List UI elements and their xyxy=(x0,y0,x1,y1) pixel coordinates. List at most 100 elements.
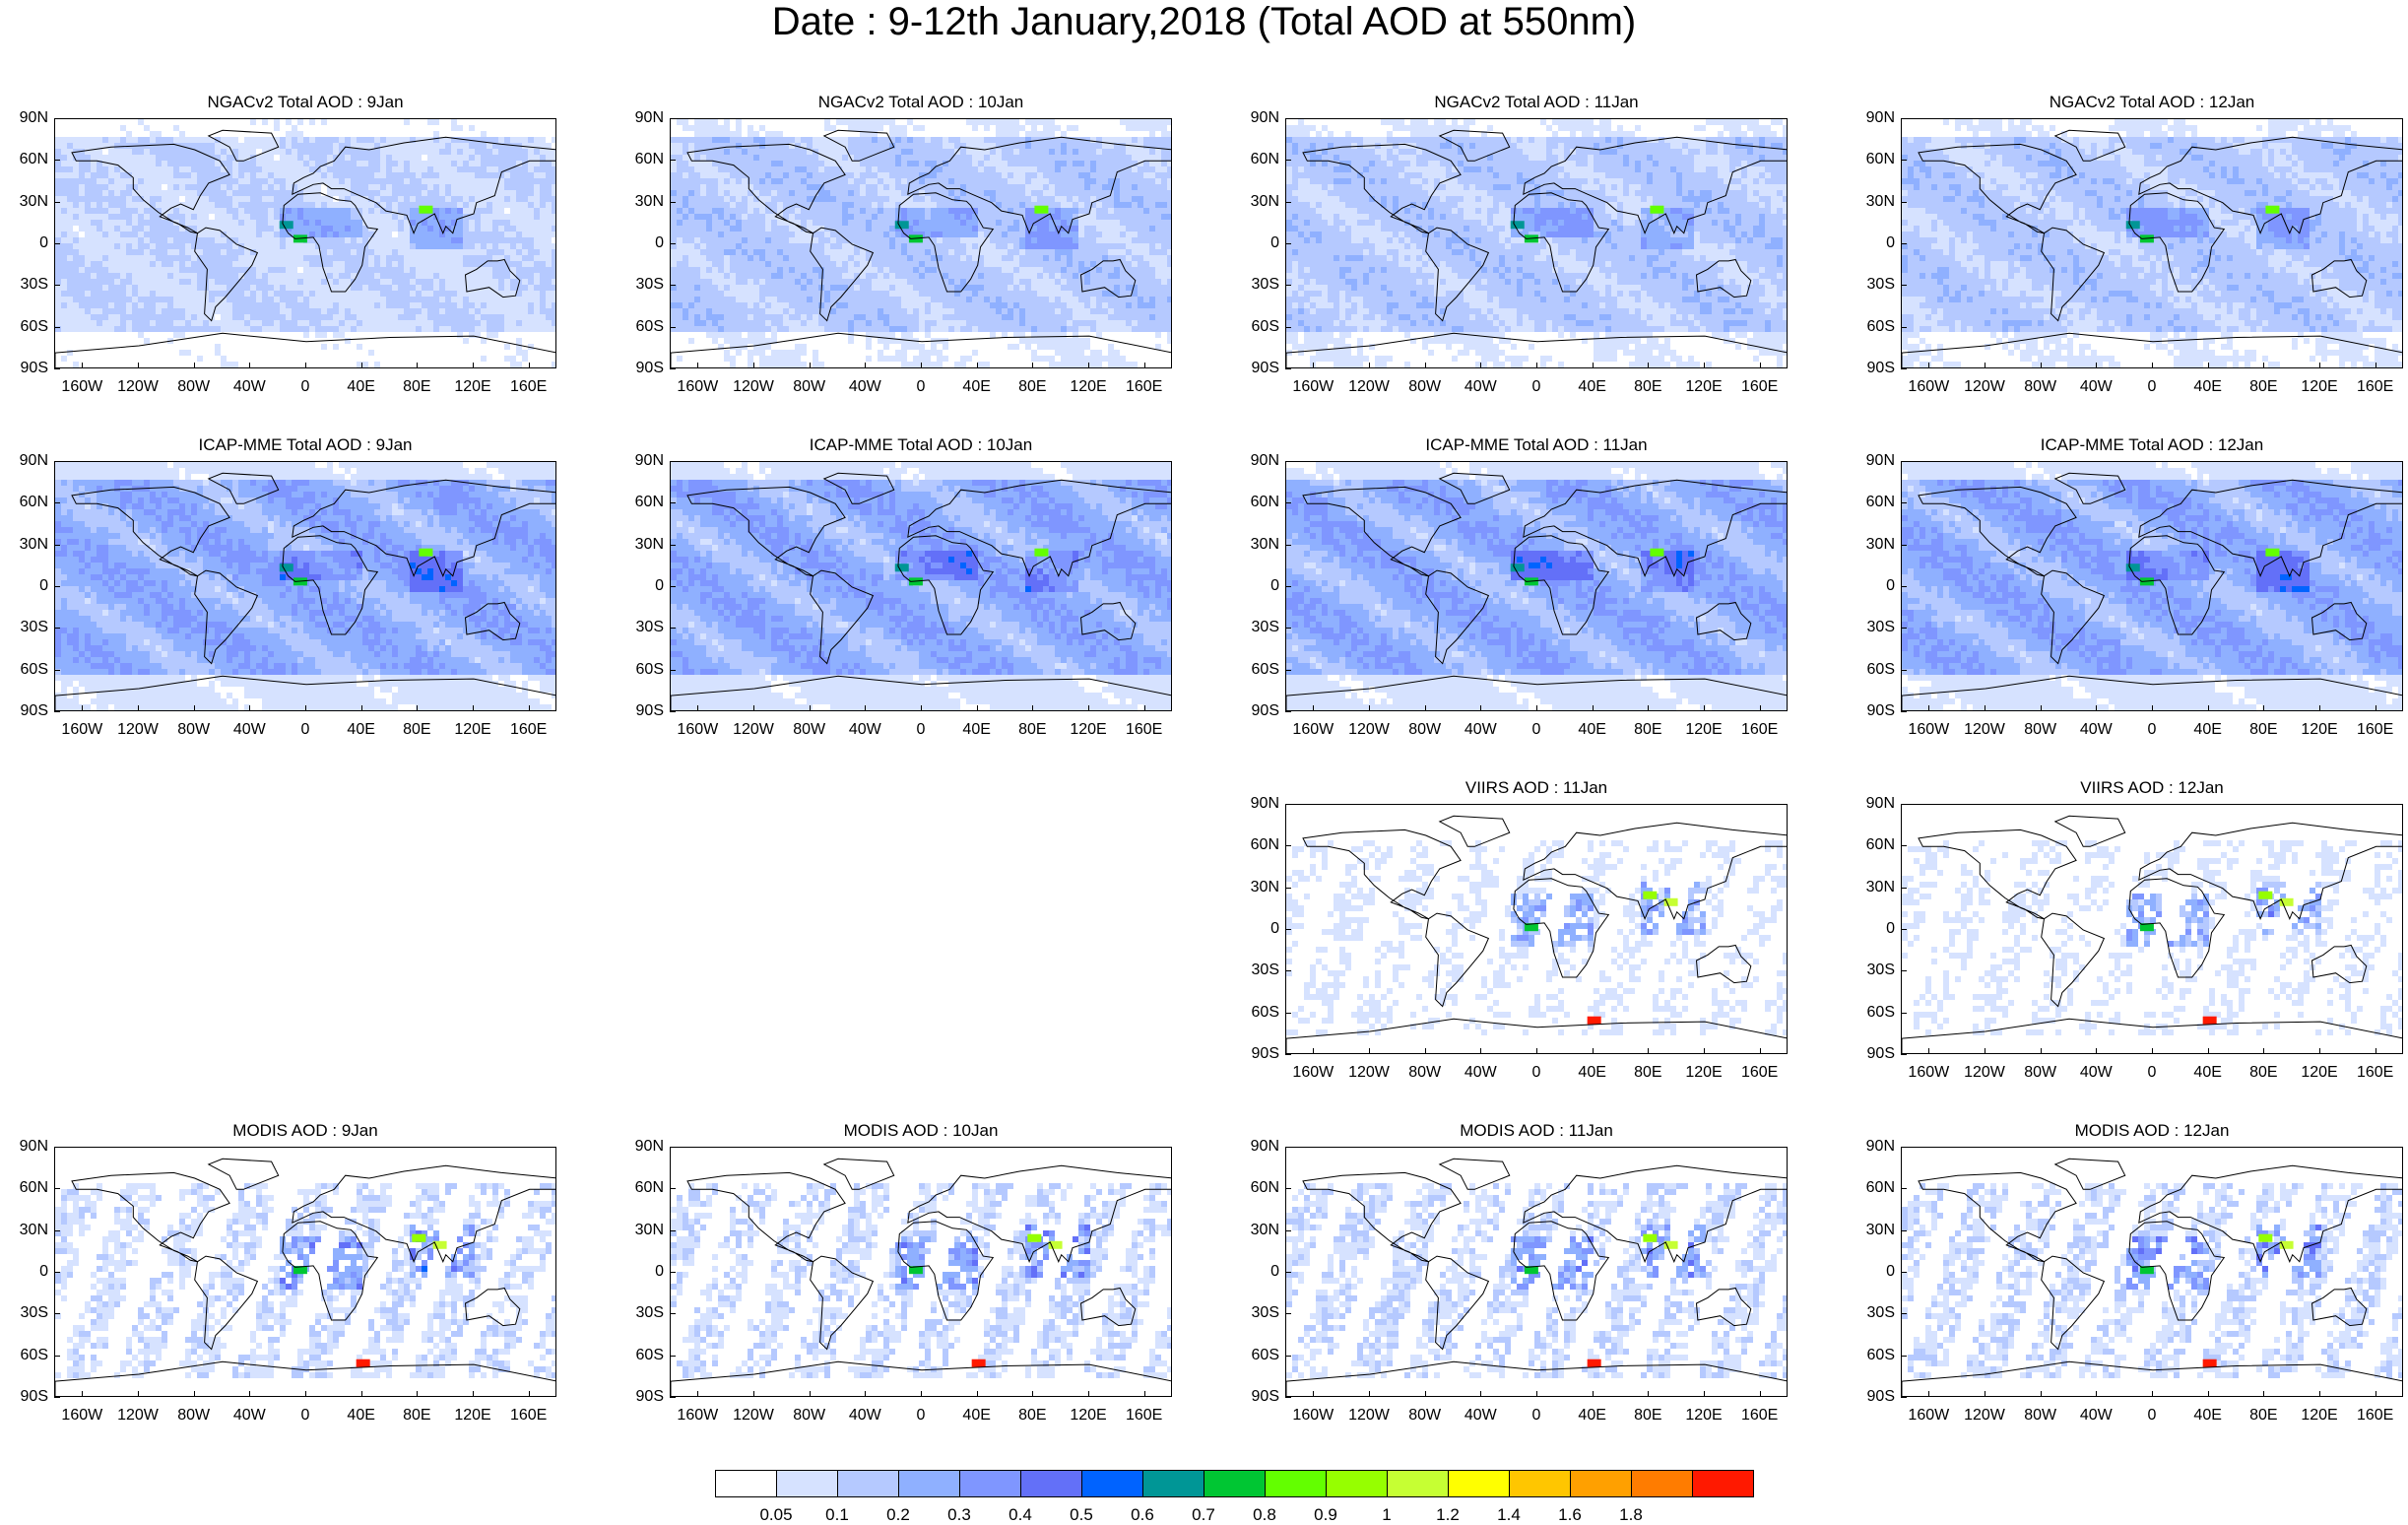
lat-tick xyxy=(670,118,676,119)
panel-title: VIIRS AOD : 12Jan xyxy=(1901,778,2403,798)
lat-tick xyxy=(54,1147,60,1148)
lon-tick xyxy=(305,363,306,368)
panel-title: MODIS AOD : 10Jan xyxy=(670,1121,1172,1141)
map-canvas xyxy=(1286,1148,1788,1397)
lat-tick-label: 90S xyxy=(1236,1388,1279,1406)
panel-title: NGACv2 Total AOD : 9Jan xyxy=(54,93,556,112)
lon-tick-label: 80W xyxy=(169,378,219,396)
colorbar-tick-label: 0.5 xyxy=(1057,1505,1106,1525)
map-frame xyxy=(1901,118,2403,368)
lat-tick-label: 30S xyxy=(1236,276,1279,294)
lat-tick xyxy=(54,1188,60,1189)
lat-tick-label: 30N xyxy=(5,536,48,554)
lon-tick xyxy=(2319,705,2320,711)
lon-tick xyxy=(194,1391,195,1397)
lon-tick xyxy=(2096,1048,2097,1054)
lat-tick xyxy=(1901,1147,1907,1148)
lon-tick xyxy=(865,705,866,711)
lon-tick xyxy=(2041,1048,2042,1054)
lon-tick-label: 120E xyxy=(2295,378,2344,396)
lon-tick xyxy=(2152,363,2153,368)
lon-tick-label: 80W xyxy=(785,721,834,739)
lat-tick-label: 90N xyxy=(1236,1138,1279,1156)
lon-tick xyxy=(1313,1391,1314,1397)
lat-tick-label: 30S xyxy=(620,276,664,294)
map-canvas xyxy=(1902,1148,2403,1397)
map-canvas xyxy=(1286,805,1788,1054)
lat-tick xyxy=(670,586,676,587)
lat-tick xyxy=(1901,1356,1907,1357)
lat-tick xyxy=(1901,1313,1907,1314)
lon-tick-label: 0 xyxy=(2127,1064,2177,1082)
lon-tick-label: 80W xyxy=(2016,378,2065,396)
lat-tick xyxy=(1285,586,1291,587)
panel-title: NGACv2 Total AOD : 11Jan xyxy=(1285,93,1788,112)
lon-tick-label: 40E xyxy=(2183,721,2233,739)
lon-tick xyxy=(2263,363,2264,368)
lat-tick-label: 60N xyxy=(1236,1179,1279,1197)
lat-tick-label: 90N xyxy=(5,452,48,470)
lat-tick-label: 60S xyxy=(5,1347,48,1364)
map-frame xyxy=(670,118,1172,368)
panel-title: ICAP-MME Total AOD : 10Jan xyxy=(670,435,1172,455)
lat-tick-label: 30N xyxy=(1236,879,1279,896)
lat-tick-label: 0 xyxy=(620,1263,664,1281)
lon-tick-label: 40W xyxy=(2071,1407,2120,1425)
lat-tick xyxy=(670,285,676,286)
lat-tick-label: 30S xyxy=(1236,1304,1279,1322)
lon-tick xyxy=(2263,1048,2264,1054)
lat-tick xyxy=(1901,670,1907,671)
lat-tick-label: 90S xyxy=(1852,360,1895,377)
lon-tick xyxy=(473,705,474,711)
lat-tick-label: 60N xyxy=(620,494,664,511)
lon-tick-label: 80E xyxy=(1623,378,1672,396)
lat-tick xyxy=(1901,327,1907,328)
lon-tick xyxy=(2319,1391,2320,1397)
map-canvas xyxy=(1902,462,2403,711)
lat-tick xyxy=(54,202,60,203)
lon-tick-label: 80E xyxy=(1008,378,1057,396)
lat-tick-label: 30N xyxy=(620,1222,664,1239)
lon-tick xyxy=(1928,1048,1929,1054)
lon-tick-label: 80E xyxy=(2239,1064,2288,1082)
lat-tick xyxy=(54,670,60,671)
colorbar-swatch xyxy=(1081,1470,1143,1497)
lon-tick xyxy=(1928,1391,1929,1397)
lon-tick xyxy=(1425,705,1426,711)
lon-tick-label: 120E xyxy=(2295,721,2344,739)
lat-tick xyxy=(1285,1230,1291,1231)
lon-tick-label: 40W xyxy=(1456,1407,1505,1425)
map-canvas xyxy=(55,1148,556,1397)
lon-tick xyxy=(977,363,978,368)
colorbar-swatch xyxy=(1509,1470,1571,1497)
lat-tick-label: 90S xyxy=(1236,702,1279,720)
colorbar-swatch xyxy=(1020,1470,1082,1497)
colorbar-tick-label: 1 xyxy=(1362,1505,1411,1525)
lat-tick xyxy=(1901,118,1907,119)
lat-tick xyxy=(54,545,60,546)
lon-tick xyxy=(2263,1391,2264,1397)
lon-tick-label: 160W xyxy=(57,1407,106,1425)
lat-tick xyxy=(1285,804,1291,805)
lon-tick-label: 80W xyxy=(2016,1407,2065,1425)
lat-tick xyxy=(1285,1356,1291,1357)
lon-tick xyxy=(2375,1391,2376,1397)
lat-tick xyxy=(54,327,60,328)
lon-tick xyxy=(1425,1048,1426,1054)
lon-tick xyxy=(2096,363,2097,368)
lat-tick xyxy=(1285,502,1291,503)
lon-tick xyxy=(810,705,811,711)
lat-tick xyxy=(1285,888,1291,889)
lat-tick xyxy=(1285,368,1291,369)
lon-tick xyxy=(865,363,866,368)
lon-tick xyxy=(2041,1391,2042,1397)
lat-tick-label: 90N xyxy=(1852,1138,1895,1156)
lon-tick xyxy=(1536,363,1537,368)
lon-tick xyxy=(2096,1391,2097,1397)
lon-tick-label: 40W xyxy=(840,378,889,396)
aod-field xyxy=(1286,840,1788,1035)
map-frame xyxy=(1901,1147,2403,1397)
map-canvas xyxy=(1286,462,1788,711)
colorbar-swatch xyxy=(898,1470,960,1497)
lat-tick xyxy=(54,586,60,587)
